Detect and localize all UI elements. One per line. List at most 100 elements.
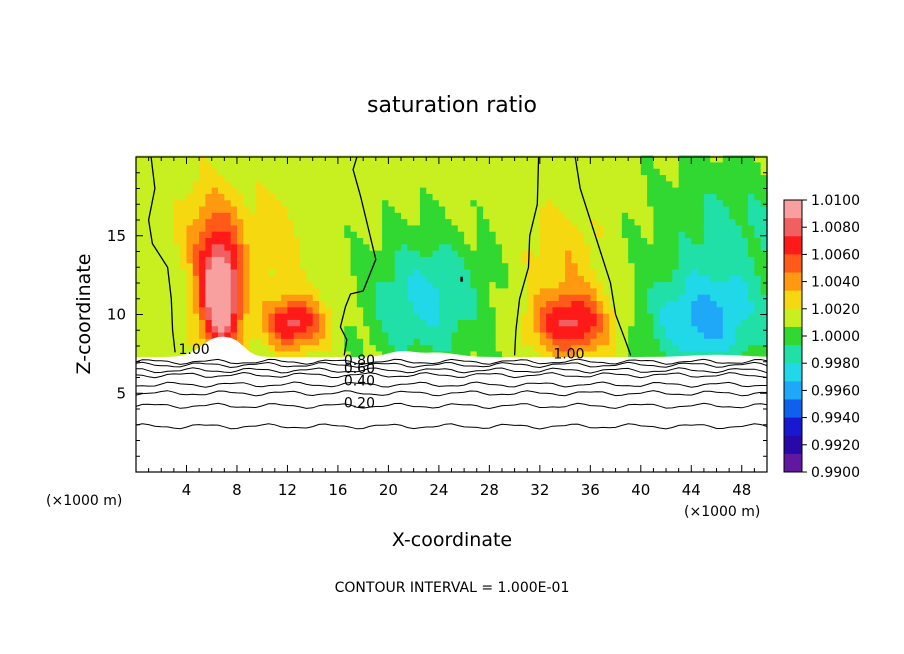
field-cell <box>300 344 308 352</box>
field-cell <box>609 186 617 194</box>
field-cell <box>180 231 188 239</box>
field-cell <box>533 306 541 314</box>
field-cell <box>722 350 730 358</box>
field-cell <box>735 180 743 188</box>
field-cell <box>596 174 604 182</box>
field-cell <box>306 338 314 346</box>
field-cell <box>173 231 181 239</box>
field-cell <box>318 287 326 295</box>
field-cell <box>318 193 326 201</box>
field-cell <box>344 218 352 226</box>
field-cell <box>558 275 566 283</box>
field-cell <box>552 174 560 182</box>
field-cell <box>760 249 768 257</box>
field-cell <box>205 243 213 251</box>
field-cell <box>451 168 459 176</box>
field-cell <box>236 275 244 283</box>
field-cell <box>571 281 579 289</box>
field-cell <box>501 218 509 226</box>
field-cell <box>539 205 547 213</box>
field-cell <box>199 243 207 251</box>
field-cell <box>337 199 345 207</box>
field-cell <box>136 306 144 314</box>
field-cell <box>703 231 711 239</box>
field-cell <box>602 161 610 169</box>
field-cell <box>432 275 440 283</box>
field-cell <box>236 294 244 302</box>
field-cell <box>249 249 257 257</box>
field-cell <box>691 294 699 302</box>
field-cell <box>483 344 491 352</box>
field-cell <box>356 344 364 352</box>
field-cell <box>464 281 472 289</box>
field-cell <box>558 300 566 308</box>
field-cell <box>167 218 175 226</box>
field-cell <box>539 237 547 245</box>
field-cell <box>546 268 554 276</box>
field-cell <box>325 256 333 264</box>
field-cell <box>312 174 320 182</box>
field-cell <box>186 281 194 289</box>
field-cell <box>268 186 276 194</box>
field-cell <box>552 344 560 352</box>
field-cell <box>615 325 623 333</box>
field-cell <box>432 174 440 182</box>
field-cell <box>571 186 579 194</box>
field-cell <box>634 325 642 333</box>
field-cell <box>186 186 194 194</box>
field-cell <box>382 325 390 333</box>
field-cell <box>218 300 226 308</box>
field-cell <box>666 344 674 352</box>
field-cell <box>331 275 339 283</box>
field-cell <box>274 205 282 213</box>
field-cell <box>293 344 301 352</box>
field-cell <box>325 155 333 163</box>
field-cell <box>382 275 390 283</box>
field-cell <box>394 243 402 251</box>
field-cell <box>584 237 592 245</box>
field-cell <box>401 186 409 194</box>
colorbar-swatch <box>784 435 802 455</box>
field-cell <box>476 199 484 207</box>
field-cell <box>205 306 213 314</box>
field-cell <box>710 262 718 270</box>
field-cell <box>142 300 150 308</box>
field-cell <box>565 287 573 295</box>
field-cell <box>300 237 308 245</box>
field-cell <box>495 205 503 213</box>
field-cell <box>268 218 276 226</box>
field-cell <box>735 224 743 232</box>
field-cell <box>363 312 371 320</box>
field-cell <box>255 300 263 308</box>
field-cell <box>501 281 509 289</box>
field-cell <box>243 237 251 245</box>
field-cell <box>312 331 320 339</box>
field-cell <box>691 186 699 194</box>
field-cell <box>407 199 415 207</box>
field-cell <box>558 268 566 276</box>
x-axis-ticks: 4 8 12 16 20 24 28 32 36 40 44 48 <box>148 157 755 499</box>
field-cell <box>205 268 213 276</box>
field-cell <box>142 306 150 314</box>
field-cell <box>167 212 175 220</box>
field-cell <box>419 312 427 320</box>
field-cell <box>501 287 509 295</box>
field-cell <box>722 212 730 220</box>
field-cell <box>483 306 491 314</box>
field-cell <box>760 312 768 320</box>
field-cell <box>344 249 352 257</box>
field-cell <box>684 193 692 201</box>
field-cell <box>218 174 226 182</box>
field-cell <box>754 325 762 333</box>
field-cell <box>760 294 768 302</box>
field-cell <box>508 275 516 283</box>
field-cell <box>205 161 213 169</box>
field-cell <box>716 268 724 276</box>
field-cell <box>640 161 648 169</box>
field-cell <box>710 249 718 257</box>
field-cell <box>691 344 699 352</box>
field-cell <box>590 281 598 289</box>
field-cell <box>527 174 535 182</box>
field-cell <box>255 338 263 346</box>
field-cell <box>180 243 188 251</box>
